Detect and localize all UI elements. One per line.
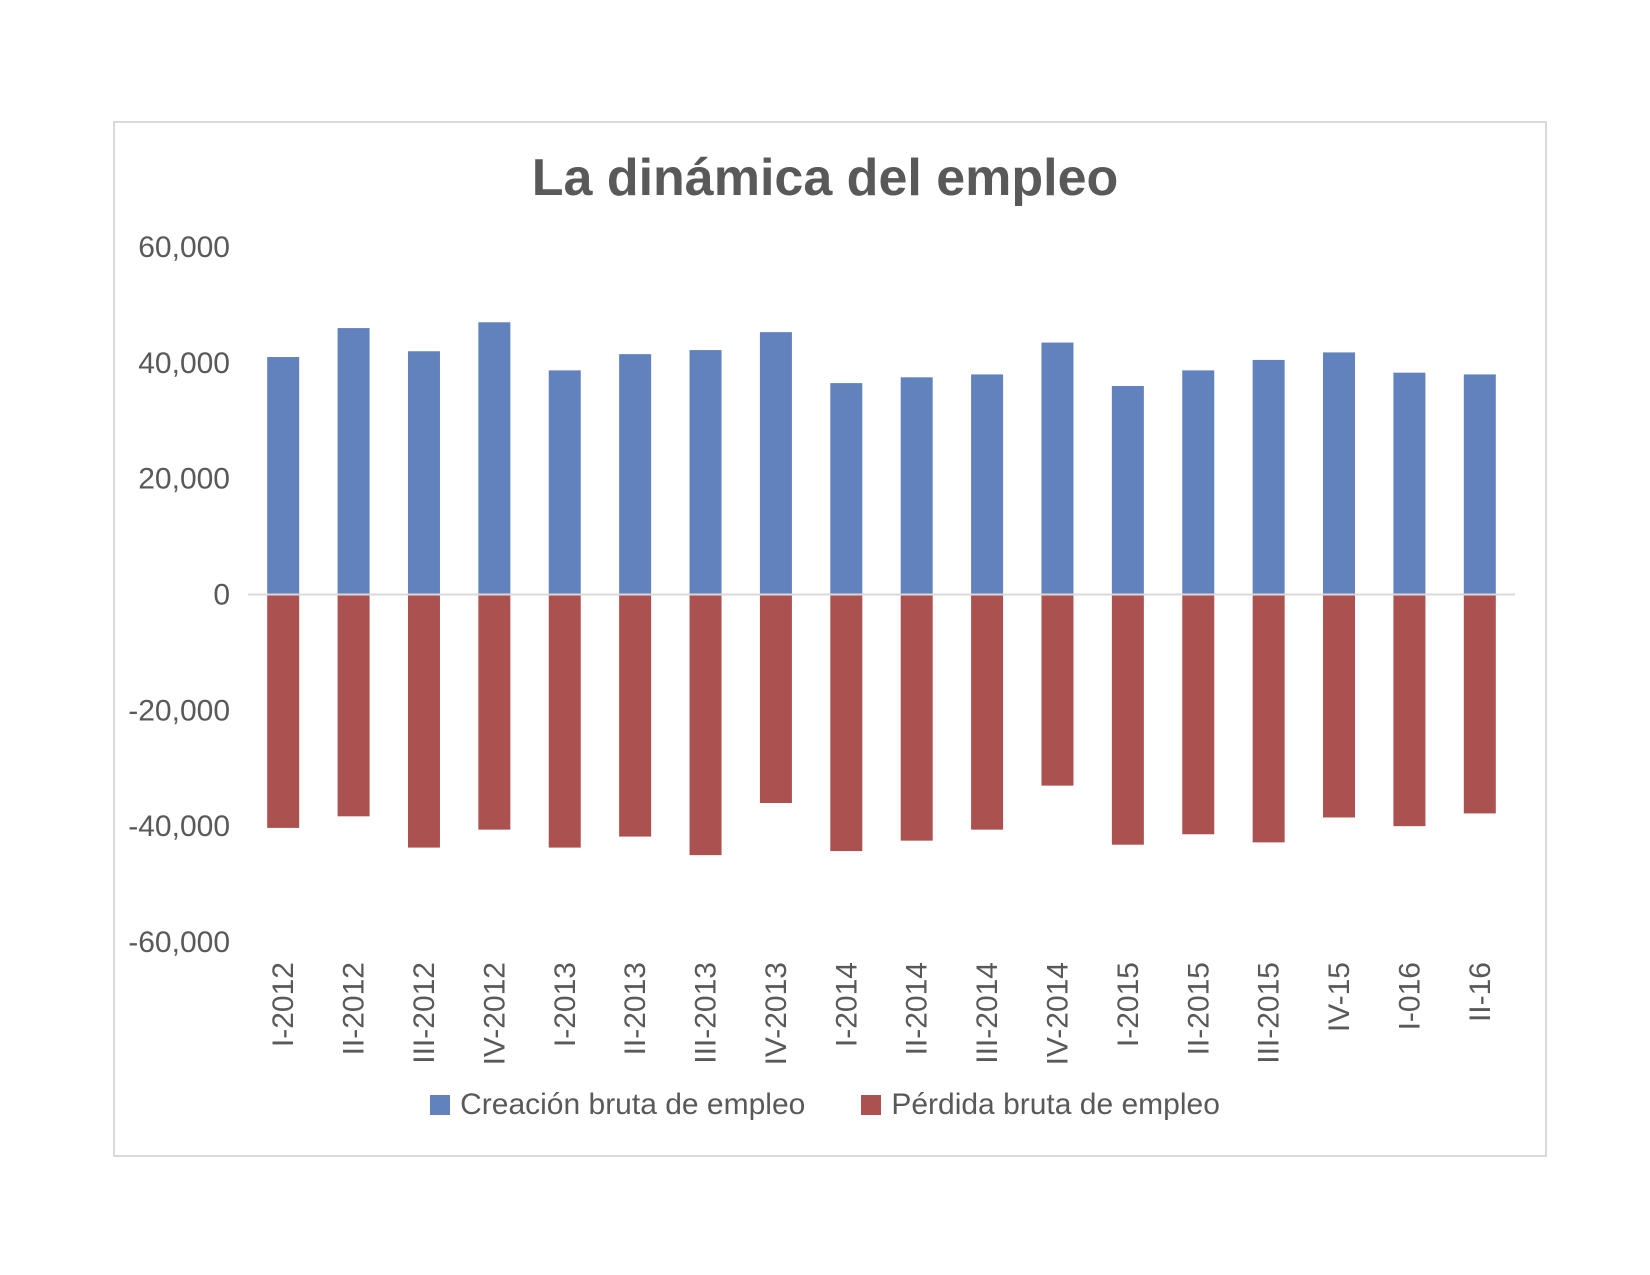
- legend-item-creacion: Creación bruta de empleo: [430, 1088, 805, 1122]
- bar-perdida: [548, 594, 581, 848]
- x-tick-label: II-2014: [901, 962, 934, 1055]
- x-tick-label: IV-2014: [1041, 962, 1074, 1065]
- x-tick-label: II-2012: [338, 962, 371, 1055]
- bar-creacion: [1041, 342, 1074, 595]
- x-tick-label: I-016: [1393, 962, 1426, 1030]
- bar-perdida: [971, 594, 1004, 830]
- bar-perdida: [1252, 594, 1285, 843]
- bar-creacion: [971, 374, 1004, 595]
- x-tick-label: IV-2013: [760, 962, 793, 1065]
- legend-swatch: [861, 1095, 882, 1115]
- bar-creacion: [337, 328, 370, 595]
- x-tick-label: II-2015: [1182, 962, 1215, 1055]
- x-tick-label: III-2014: [971, 962, 1004, 1064]
- bar-perdida: [689, 594, 722, 856]
- bar-creacion: [619, 354, 652, 595]
- bar-perdida: [478, 594, 511, 830]
- bar-creacion: [689, 350, 722, 595]
- bar-creacion: [1252, 359, 1285, 595]
- x-tick-label: I-2014: [830, 962, 863, 1047]
- x-tick-label: I-2013: [549, 962, 582, 1047]
- legend: Creación bruta de empleo Pérdida bruta de…: [0, 1088, 1650, 1122]
- y-tick-label: -40,000: [128, 810, 230, 843]
- bar-perdida: [1182, 594, 1215, 835]
- chart-title: La dinámica del empleo: [531, 149, 1119, 207]
- y-tick-label: 0: [213, 579, 230, 612]
- bars: [267, 322, 1496, 856]
- y-tick-label: -60,000: [128, 926, 230, 959]
- legend-label: Pérdida bruta de empleo: [891, 1088, 1220, 1121]
- bar-perdida: [1041, 594, 1074, 786]
- x-tick-label: I-2012: [267, 962, 300, 1047]
- bar-creacion: [1463, 374, 1496, 595]
- bar-perdida: [830, 594, 863, 852]
- x-tick-label: IV-2012: [478, 962, 511, 1065]
- bar-creacion: [759, 332, 792, 595]
- legend-item-perdida: Pérdida bruta de empleo: [861, 1088, 1220, 1122]
- bar-perdida: [407, 594, 440, 848]
- bar-perdida: [1111, 594, 1144, 845]
- y-tick-label: 20,000: [138, 463, 230, 496]
- bar-perdida: [619, 594, 652, 837]
- bar-creacion: [900, 377, 933, 595]
- y-tick-label: 60,000: [138, 231, 230, 264]
- bar-perdida: [267, 594, 300, 828]
- y-tick-label: 40,000: [138, 347, 230, 380]
- y-axis-ticks: 60,000 40,000 20,000 0 -20,000 -40,000 -60,000: [128, 231, 230, 959]
- bar-creacion: [267, 357, 300, 595]
- bar-perdida: [900, 594, 933, 841]
- bar-creacion: [548, 370, 581, 595]
- x-tick-label: III-2015: [1253, 962, 1286, 1064]
- x-tick-label: III-2013: [690, 962, 723, 1064]
- bar-creacion: [1393, 372, 1426, 595]
- x-tick-label: IV-15: [1323, 962, 1356, 1032]
- bar-creacion: [478, 322, 511, 595]
- x-tick-label: II-16: [1464, 962, 1497, 1022]
- bar-creacion: [1111, 386, 1144, 595]
- x-tick-label: III-2012: [408, 962, 441, 1064]
- legend-label: Creación bruta de empleo: [460, 1088, 806, 1121]
- bar-creacion: [830, 383, 863, 595]
- bar-creacion: [1323, 352, 1356, 595]
- y-tick-label: -20,000: [128, 694, 230, 727]
- legend-swatch: [430, 1095, 451, 1115]
- bar-creacion: [1182, 370, 1215, 595]
- bar-perdida: [337, 594, 370, 817]
- x-axis-labels: I-2012 II-2012 III-2012 IV-2012 I-2013 II-201…: [267, 962, 1497, 1065]
- bar-creacion: [407, 351, 440, 595]
- bar-perdida: [759, 594, 792, 803]
- x-tick-label: I-2015: [1112, 962, 1145, 1047]
- bar-perdida: [1463, 594, 1496, 814]
- bar-perdida: [1393, 594, 1426, 827]
- x-tick-label: II-2013: [619, 962, 652, 1055]
- bar-perdida: [1323, 594, 1356, 818]
